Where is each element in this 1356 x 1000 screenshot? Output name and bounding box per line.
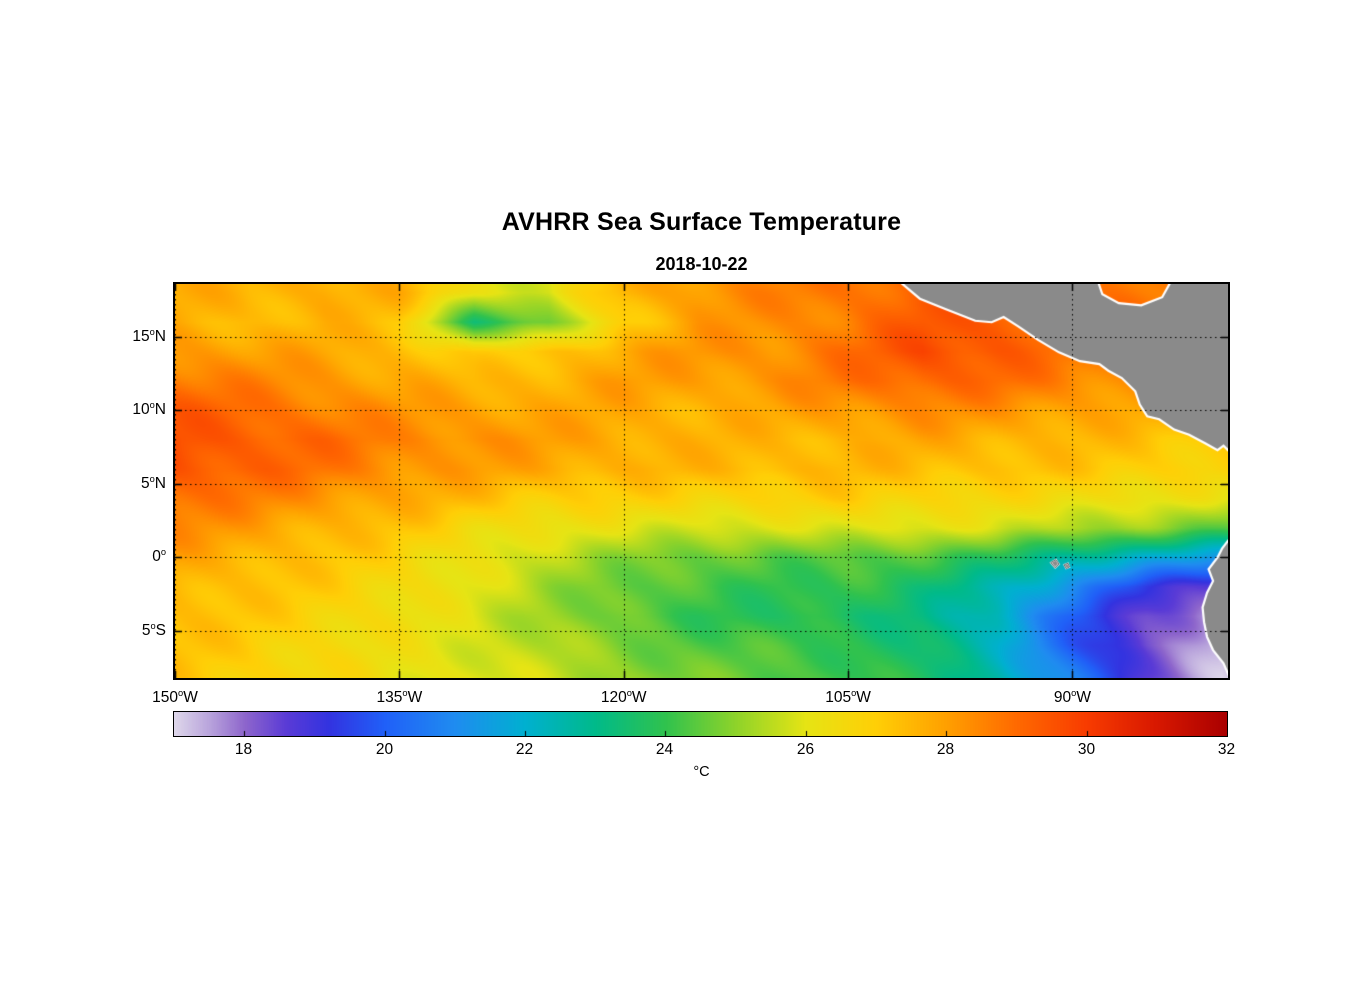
colorbar-canvas [174,712,1227,736]
y-axis-tick-label: 15oN [132,326,166,345]
y-axis-tick-label: 5oN [141,473,166,492]
x-axis-tick-label: 150oW [152,687,198,706]
colorbar-tick-label: 18 [234,741,253,758]
colorbar [173,711,1228,737]
sst-heatmap-canvas [175,284,1228,678]
colorbar-tick-label: 32 [1217,741,1236,758]
colorbar-tick-label: 22 [515,741,534,758]
x-axis-tick-label: 120oW [600,687,647,706]
x-axis-tick-label: 90oW [1053,687,1091,706]
x-axis-tick-label: 135oW [376,687,423,706]
y-axis-tick-label: 10oN [132,400,166,419]
x-axis-tick-label: 105oW [825,687,871,706]
chart-title: AVHRR Sea Surface Temperature [501,208,902,236]
colorbar-tick-label: 28 [936,741,955,758]
y-axis-tick-label: 5oS [141,620,166,639]
colorbar-tick-label: 30 [1077,741,1096,758]
chart-subtitle: 2018-10-22 [655,254,748,274]
sst-map [173,282,1230,680]
colorbar-tick-label: 24 [655,741,674,758]
colorbar-tick-label: 26 [796,741,815,758]
y-axis-tick-label: 0o [152,547,166,566]
colorbar-tick-label: 20 [375,741,394,758]
colorbar-unit-label: °C [693,764,710,780]
